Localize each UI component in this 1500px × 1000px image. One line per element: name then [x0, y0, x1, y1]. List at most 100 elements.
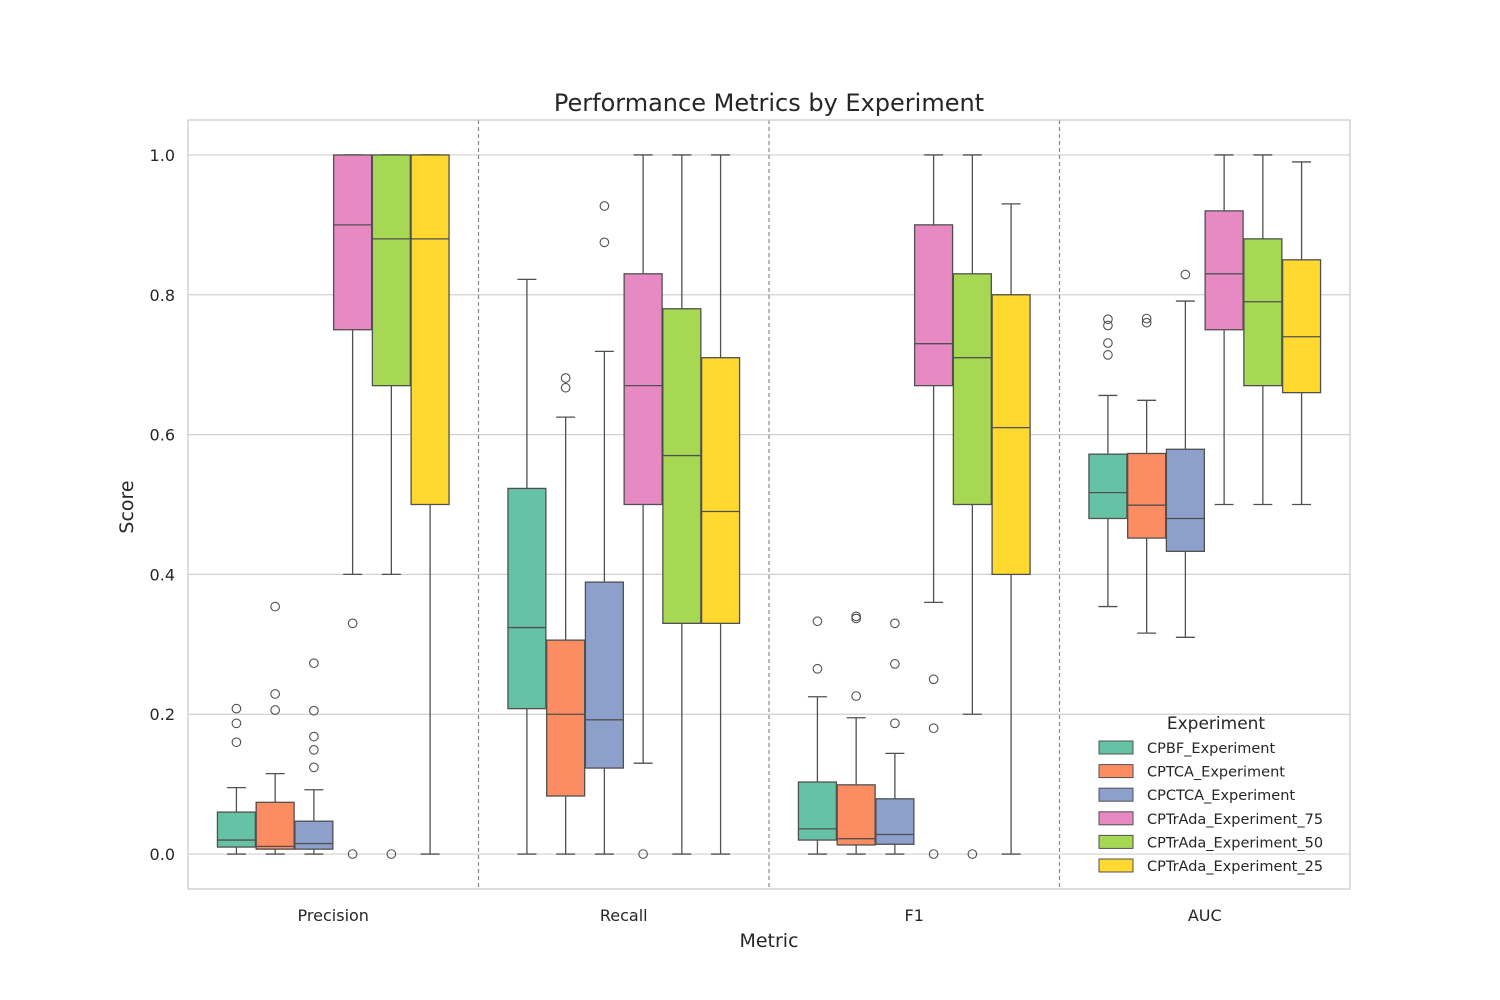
- box-CPTrAda_Experiment_50-AUC: [1243, 154, 1283, 506]
- plot-frame: [187, 119, 1351, 890]
- box-CPBF_Experiment-Recall: [507, 278, 547, 855]
- box-body: [332, 154, 373, 331]
- box-body: [662, 308, 702, 624]
- box-body: [1204, 210, 1244, 331]
- y-tick-label: 1.0: [150, 146, 175, 165]
- outlier-point: [1103, 320, 1113, 331]
- legend: Experiment CPBF_Experiment CPTCA_Experime…: [1098, 714, 1323, 875]
- legend-swatch: [1098, 787, 1134, 802]
- box-CPCTCA_Experiment-Recall: [584, 201, 625, 855]
- outlier-point: [599, 201, 610, 211]
- box-CPTCA_Experiment-Precision: [255, 601, 295, 855]
- box-body: [913, 224, 954, 387]
- box-body: [584, 581, 625, 769]
- outlier-point: [599, 237, 610, 248]
- outlier-point: [309, 731, 319, 742]
- box-body: [255, 801, 295, 850]
- box-body: [1088, 453, 1128, 520]
- legend-label: CPCTCA_Experiment: [1147, 788, 1295, 804]
- grid-lines: [188, 154, 1350, 855]
- outlier-point: [309, 658, 319, 669]
- legend-label: CPTrAda_Experiment_25: [1147, 859, 1323, 875]
- y-axis-title: Score: [116, 480, 138, 533]
- legend-label: CPTrAda_Experiment_75: [1147, 812, 1323, 828]
- box-CPTrAda_Experiment_50-Precision: [371, 154, 411, 859]
- box-body: [1165, 448, 1206, 552]
- outlier-point: [1180, 269, 1191, 280]
- outlier-point: [928, 849, 939, 859]
- outlier-point: [560, 382, 571, 393]
- box-CPTrAda_Experiment_75-Precision: [332, 154, 373, 859]
- x-tick-label: Recall: [600, 906, 648, 925]
- box-body: [410, 154, 450, 506]
- outlier-point: [386, 849, 397, 859]
- box-CPTrAda_Experiment_25-AUC: [1281, 161, 1322, 506]
- box-body: [952, 273, 992, 506]
- category-separators: [477, 120, 1061, 889]
- outlier-point: [231, 737, 242, 748]
- x-axis-title: Metric: [739, 930, 798, 952]
- chart-title: Performance Metrics by Experiment: [554, 89, 984, 117]
- outlier-point: [270, 601, 281, 612]
- outlier-point: [812, 616, 823, 627]
- outlier-point: [1103, 314, 1113, 325]
- box-body: [507, 487, 547, 710]
- y-tick-label: 0.8: [150, 286, 175, 305]
- box-body: [623, 273, 663, 506]
- box-CPCTCA_Experiment-Precision: [294, 658, 334, 855]
- box-CPBF_Experiment-AUC: [1088, 314, 1128, 608]
- outlier-point: [270, 705, 281, 715]
- outlier-point: [1141, 317, 1152, 328]
- box-CPTCA_Experiment-Recall: [546, 373, 586, 855]
- outlier-point: [890, 718, 900, 729]
- outlier-point: [851, 611, 862, 622]
- outlier-point: [309, 745, 319, 755]
- box-CPTrAda_Experiment_75-F1: [913, 154, 954, 859]
- box-CPBF_Experiment-F1: [797, 616, 838, 855]
- box-body: [1281, 259, 1322, 394]
- legend-label: CPTCA_Experiment: [1147, 765, 1285, 781]
- box-CPTrAda_Experiment_25-Precision: [410, 154, 450, 855]
- box-body: [294, 820, 334, 850]
- box-CPTrAda_Experiment_75-AUC: [1204, 154, 1244, 506]
- outlier-point: [638, 849, 648, 859]
- box-body: [836, 784, 876, 846]
- box-CPCTCA_Experiment-F1: [875, 618, 915, 855]
- box-body: [1243, 238, 1283, 387]
- box-CPTrAda_Experiment_25-Recall: [700, 154, 741, 855]
- outlier-point: [309, 705, 319, 716]
- outlier-point: [928, 674, 939, 685]
- outlier-point: [231, 703, 242, 714]
- box-body: [875, 798, 915, 845]
- outlier-point: [928, 723, 939, 734]
- legend-swatch: [1098, 858, 1134, 873]
- outlier-point: [270, 689, 281, 699]
- outlier-point: [309, 762, 319, 773]
- box-CPTrAda_Experiment_50-F1: [952, 154, 992, 859]
- box-CPTCA_Experiment-AUC: [1127, 313, 1167, 634]
- box-CPTrAda_Experiment_50-Recall: [662, 154, 702, 855]
- legend-label: CPBF_Experiment: [1147, 741, 1275, 757]
- y-tick-labels: 0.0 0.2 0.4 0.6 0.8 1.0: [150, 146, 175, 864]
- box-body: [797, 781, 838, 841]
- box-CPCTCA_Experiment-AUC: [1165, 269, 1206, 638]
- outlier-point: [967, 849, 978, 859]
- outlier-point: [890, 659, 900, 669]
- legend-swatch: [1098, 740, 1134, 755]
- box-body: [371, 154, 411, 387]
- box-body: [700, 357, 741, 624]
- y-tick-label: 0.2: [150, 705, 175, 724]
- x-tick-labels: Precision Recall F1 AUC: [298, 906, 1222, 925]
- outlier-point: [347, 618, 358, 629]
- outlier-point: [560, 373, 571, 383]
- boxes: [216, 154, 1322, 859]
- x-tick-label: F1: [905, 906, 924, 925]
- legend-swatch: [1098, 764, 1134, 779]
- outlier-point: [812, 663, 823, 674]
- outlier-point: [1141, 313, 1152, 324]
- legend-title: Experiment: [1167, 714, 1266, 734]
- legend-label: CPTrAda_Experiment_50: [1147, 835, 1323, 851]
- outlier-point: [1103, 350, 1113, 360]
- outlier-point: [851, 691, 862, 701]
- y-tick-label: 0.0: [150, 845, 175, 864]
